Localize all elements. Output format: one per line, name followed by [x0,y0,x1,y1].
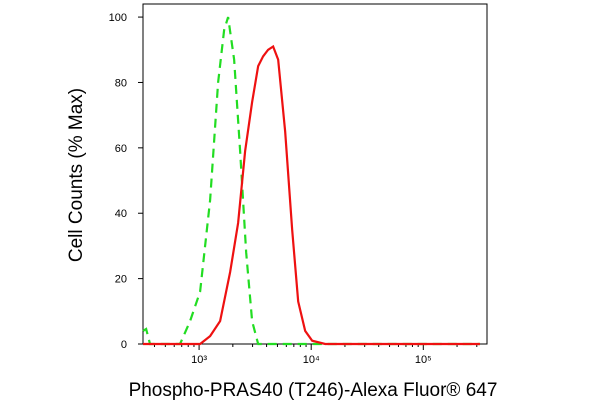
y-tick-label: 100 [109,12,127,24]
y-tick-label: 0 [121,339,127,351]
y-tick-label: 20 [115,274,127,286]
x-tick-label: 10⁵ [415,354,432,366]
series-line [142,16,480,346]
series-line [143,44,480,346]
plot-frame [142,3,488,345]
x-tick-label: 10⁴ [303,354,320,366]
y-tick-label: 40 [115,208,127,220]
x-axis-label: Phospho-PRAS40 (T246)-Alexa Fluor® 647 [129,380,498,401]
x-tick-label: 10³ [191,354,207,366]
y-axis-label: Cell Counts (% Max) [66,88,87,262]
y-tick-label: 80 [115,77,127,89]
y-tick-label: 60 [115,143,127,155]
